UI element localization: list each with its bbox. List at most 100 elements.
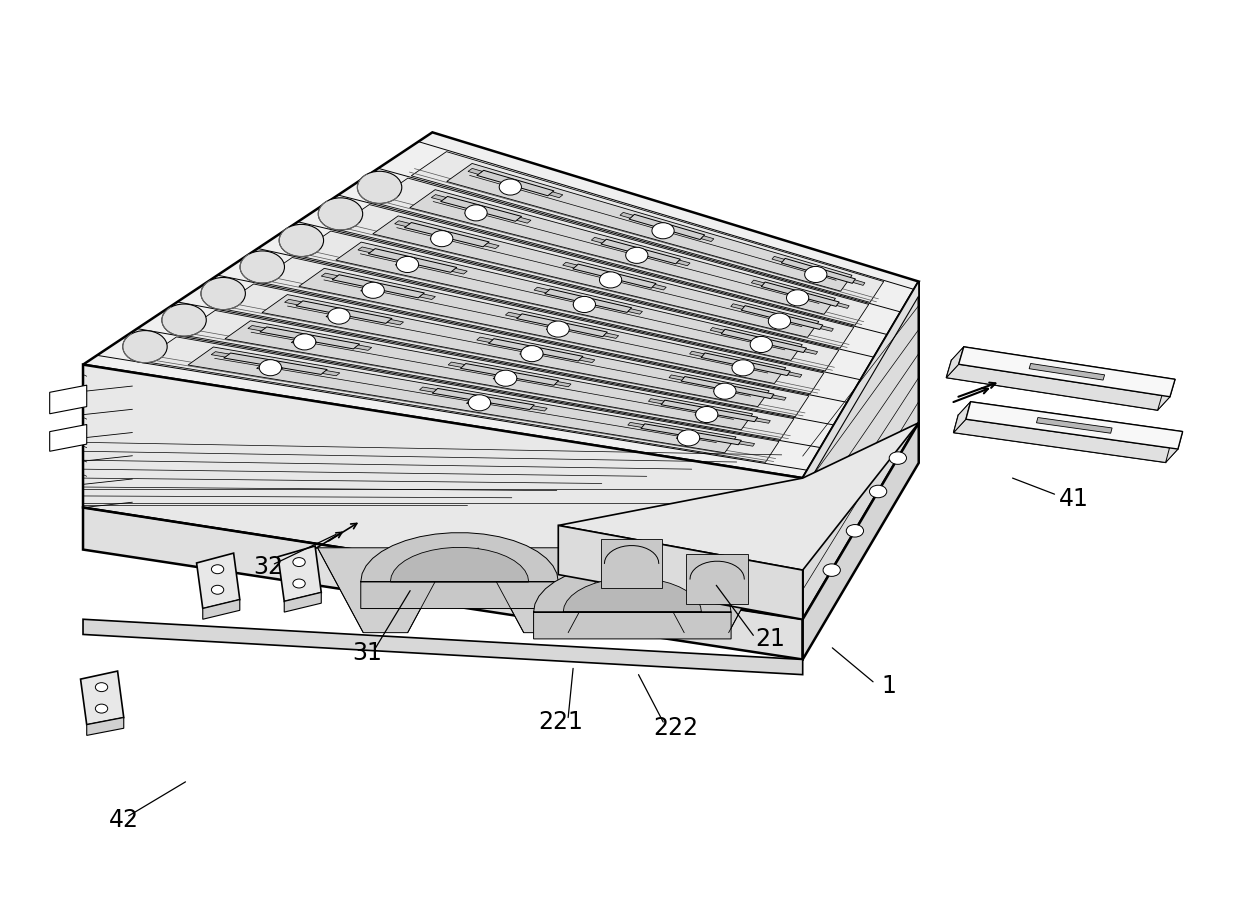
Polygon shape — [629, 214, 704, 239]
Polygon shape — [558, 423, 919, 570]
Circle shape — [469, 395, 491, 411]
Polygon shape — [440, 197, 522, 221]
Polygon shape — [485, 243, 500, 249]
Polygon shape — [773, 256, 785, 262]
Polygon shape — [451, 269, 467, 274]
Text: 221: 221 — [538, 710, 583, 734]
Polygon shape — [730, 304, 744, 309]
Polygon shape — [954, 415, 1171, 462]
Polygon shape — [959, 347, 1176, 396]
Text: 31: 31 — [352, 641, 382, 665]
Text: 41: 41 — [1059, 486, 1089, 511]
Circle shape — [495, 370, 517, 387]
Polygon shape — [959, 402, 1183, 445]
Polygon shape — [197, 553, 239, 609]
Text: 222: 222 — [653, 717, 698, 740]
Circle shape — [652, 223, 675, 239]
Polygon shape — [334, 205, 854, 348]
Polygon shape — [446, 164, 852, 291]
Polygon shape — [517, 314, 608, 337]
Circle shape — [786, 289, 808, 306]
Polygon shape — [639, 547, 774, 633]
Polygon shape — [361, 287, 384, 295]
Polygon shape — [430, 236, 453, 244]
Polygon shape — [332, 275, 424, 298]
Polygon shape — [520, 351, 543, 358]
Polygon shape — [686, 555, 748, 603]
Polygon shape — [476, 170, 554, 196]
Circle shape — [259, 360, 281, 376]
Polygon shape — [769, 317, 789, 325]
Polygon shape — [257, 257, 823, 394]
Polygon shape — [653, 227, 672, 236]
Polygon shape — [787, 294, 807, 302]
Circle shape — [805, 266, 827, 282]
Circle shape — [294, 334, 316, 350]
Circle shape — [430, 231, 453, 246]
Circle shape — [573, 297, 595, 313]
Polygon shape — [771, 395, 786, 400]
Polygon shape — [506, 312, 521, 317]
Polygon shape — [368, 249, 456, 272]
Polygon shape — [558, 525, 802, 619]
Circle shape — [823, 564, 841, 576]
Polygon shape — [322, 370, 340, 376]
Polygon shape — [476, 337, 492, 343]
Polygon shape — [802, 281, 919, 619]
Polygon shape — [465, 209, 486, 218]
Polygon shape — [755, 418, 770, 423]
Polygon shape — [951, 347, 1176, 393]
Polygon shape — [573, 264, 656, 289]
Polygon shape — [739, 441, 755, 446]
Polygon shape — [732, 365, 754, 372]
Polygon shape — [573, 301, 595, 309]
Polygon shape — [641, 423, 742, 445]
Polygon shape — [579, 357, 595, 362]
Polygon shape — [432, 194, 446, 200]
Circle shape — [869, 485, 887, 498]
Polygon shape — [676, 435, 701, 441]
Polygon shape — [224, 321, 753, 430]
Polygon shape — [419, 387, 436, 392]
Polygon shape — [83, 619, 802, 674]
Polygon shape — [141, 337, 779, 462]
Polygon shape — [701, 353, 790, 376]
Polygon shape — [821, 326, 833, 332]
Polygon shape — [600, 539, 662, 588]
Polygon shape — [296, 301, 392, 324]
Polygon shape — [781, 258, 856, 283]
Circle shape — [123, 331, 167, 362]
Polygon shape — [387, 319, 403, 325]
Polygon shape — [361, 533, 558, 609]
Polygon shape — [1037, 417, 1112, 433]
Circle shape — [95, 704, 108, 713]
Polygon shape — [517, 218, 531, 223]
Polygon shape — [355, 345, 372, 351]
Circle shape — [889, 452, 906, 464]
Polygon shape — [394, 221, 410, 227]
Polygon shape — [1029, 363, 1105, 380]
Circle shape — [547, 321, 569, 337]
Circle shape — [750, 336, 773, 352]
Polygon shape — [391, 547, 528, 582]
Circle shape — [293, 557, 305, 566]
Circle shape — [362, 282, 384, 298]
Polygon shape — [563, 578, 702, 612]
Polygon shape — [218, 284, 808, 416]
Polygon shape — [601, 239, 681, 263]
Polygon shape — [448, 362, 465, 368]
Polygon shape — [806, 271, 825, 279]
Polygon shape — [531, 405, 547, 411]
Polygon shape — [547, 325, 569, 334]
Polygon shape — [326, 313, 351, 320]
Polygon shape — [203, 600, 239, 619]
Text: 32: 32 — [253, 556, 283, 580]
Circle shape — [211, 565, 223, 574]
Polygon shape — [180, 310, 794, 440]
Polygon shape — [494, 375, 517, 382]
Polygon shape — [853, 280, 866, 285]
Polygon shape — [604, 333, 619, 338]
Polygon shape — [533, 563, 732, 639]
Polygon shape — [433, 388, 534, 410]
Polygon shape — [946, 364, 1171, 410]
